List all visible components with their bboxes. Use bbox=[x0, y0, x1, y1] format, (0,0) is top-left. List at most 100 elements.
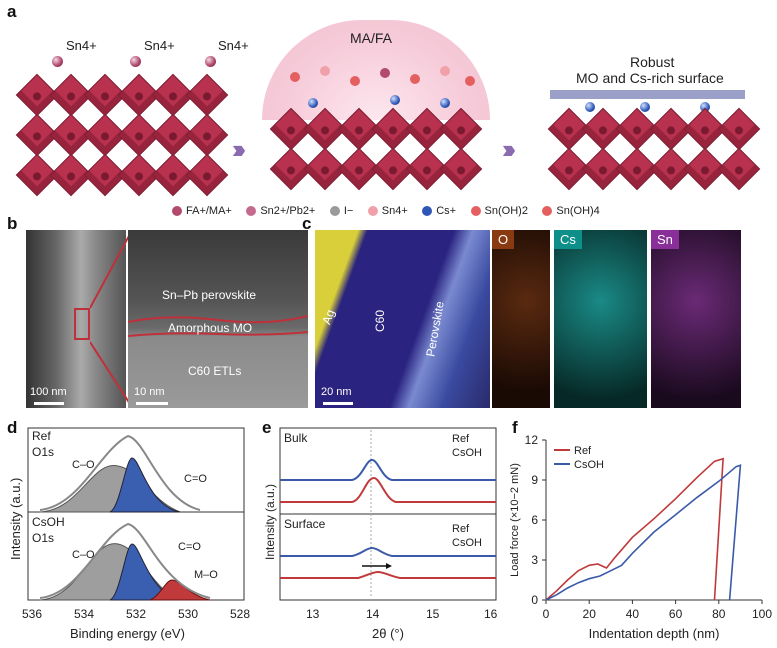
d-top-label1: Ref bbox=[32, 429, 51, 443]
chart-e: Bulk Surface Ref CsOH Ref CsOH 13 14 15 … bbox=[263, 427, 498, 641]
peak-label-ceo-bot: C=O bbox=[178, 541, 201, 553]
peak-ceo-top bbox=[109, 457, 181, 513]
peak-label-ceo-top: C=O bbox=[184, 473, 207, 485]
legend-item: Cs+ bbox=[422, 205, 456, 217]
eds-map-cs: Cs bbox=[554, 230, 647, 408]
chevron-arrow-icon: ››› bbox=[232, 134, 246, 164]
dome-label: MA/FA bbox=[350, 30, 393, 46]
legend-label: Ref bbox=[574, 445, 592, 457]
series-line-ref bbox=[545, 457, 724, 601]
ylabel-f: Load force (×10−2 mN) bbox=[509, 463, 521, 577]
scale-text-left: 100 nm bbox=[30, 386, 67, 398]
legend-e-csoh-top: CsOH bbox=[452, 447, 482, 459]
xtick-label: 60 bbox=[669, 607, 683, 621]
chevron-arrow-icon: ››› bbox=[502, 134, 516, 164]
zoom-lines bbox=[90, 233, 131, 405]
robust-label-line1: Robust bbox=[630, 54, 675, 70]
legend-a: FA+/MA+ Sn2+/Pb2+ I− Sn4+ Cs+ Sn(OH)2 Sn… bbox=[172, 203, 610, 221]
legend-e-ref-top: Ref bbox=[452, 433, 470, 445]
peak-mo-bottom bbox=[149, 579, 211, 601]
map-sn-label: Sn bbox=[651, 230, 679, 249]
d-bot-label2: O1s bbox=[32, 531, 54, 545]
layer-mo-label: Amorphous MO bbox=[168, 321, 253, 335]
surface-layer bbox=[550, 90, 745, 99]
eds-map-o: O bbox=[492, 230, 550, 408]
xtick-label: 0 bbox=[543, 607, 550, 621]
legend-e-ref-bot: Ref bbox=[452, 523, 470, 535]
curve-bulk-csoh bbox=[280, 458, 496, 481]
peak-label-co-top: C–O bbox=[72, 459, 95, 471]
bulk-label: Bulk bbox=[284, 431, 308, 445]
shift-arrow-head-icon bbox=[386, 563, 392, 569]
legend-e-csoh-bot: CsOH bbox=[452, 537, 482, 549]
xtick: 536 bbox=[22, 607, 42, 621]
xtick: 16 bbox=[484, 607, 498, 621]
xtick: 15 bbox=[426, 607, 440, 621]
molecule-cloud bbox=[280, 62, 480, 92]
robust-label-line2: MO and Cs-rich surface bbox=[576, 70, 724, 86]
ytick-label: 12 bbox=[525, 433, 539, 447]
scale-text-c: 20 nm bbox=[321, 386, 352, 398]
chart-f: 0 20 40 60 80 100 0 3 6 9 12 Indentation depth (nm)… bbox=[509, 433, 772, 641]
xtick-label: 100 bbox=[752, 607, 772, 621]
legend-label: CsOH bbox=[574, 459, 604, 471]
perovskite-label: Perovskite bbox=[423, 300, 447, 358]
curve-surface-ref bbox=[280, 570, 496, 579]
map-cs-label: Cs bbox=[554, 230, 582, 249]
legend-item: I− bbox=[329, 205, 353, 217]
ytick-label: 9 bbox=[531, 473, 538, 487]
peak-label-co-bot: C–O bbox=[72, 549, 95, 561]
xtick: 532 bbox=[126, 607, 146, 621]
curve-bulk-ref bbox=[280, 476, 496, 503]
panel-label-f: f bbox=[512, 418, 518, 437]
d-bot-label1: CsOH bbox=[32, 515, 65, 529]
xtick: 530 bbox=[178, 607, 198, 621]
xtick: 14 bbox=[366, 607, 380, 621]
layer-perovskite-label: Sn–Pb perovskite bbox=[162, 288, 257, 302]
d-top-label2: O1s bbox=[32, 445, 54, 459]
layer-c60-label: C60 ETLs bbox=[188, 364, 242, 378]
sn4-label-3: Sn4+ bbox=[218, 38, 249, 53]
lattice-middle bbox=[269, 106, 494, 196]
lattice-right bbox=[547, 106, 761, 196]
xtick: 13 bbox=[306, 607, 320, 621]
tem-image-left: 100 nm bbox=[26, 230, 126, 408]
xtick: 528 bbox=[230, 607, 250, 621]
peak-label-mo-bot: M–O bbox=[194, 569, 218, 581]
panel-label-a: a bbox=[7, 2, 17, 21]
tem-image-right: Sn–Pb perovskite Amorphous MO C60 ETLs 1… bbox=[128, 230, 308, 408]
legend-item: Sn2+/Pb2+ bbox=[246, 205, 315, 217]
ytick-label: 6 bbox=[531, 513, 538, 527]
scale-text-right: 10 nm bbox=[134, 386, 165, 398]
xlabel-d: Binding energy (eV) bbox=[70, 626, 185, 641]
lattice-left bbox=[15, 72, 240, 197]
ytick-label: 0 bbox=[531, 593, 538, 607]
xtick-label: 20 bbox=[583, 607, 597, 621]
surface-label: Surface bbox=[284, 517, 326, 531]
panel-label-c: c bbox=[302, 214, 312, 233]
panel-label-e: e bbox=[262, 418, 272, 437]
xlabel-e: 2θ (°) bbox=[372, 626, 404, 641]
xlabel-f: Indentation depth (nm) bbox=[589, 626, 720, 641]
panel-label-b: b bbox=[7, 214, 18, 233]
panel-label-d: d bbox=[7, 418, 18, 437]
legend-item: Sn(OH)2 bbox=[470, 205, 528, 217]
ag-label: Ag bbox=[319, 307, 338, 327]
eds-map-sn: Sn bbox=[651, 230, 741, 408]
legend-item: Sn4+ bbox=[367, 205, 408, 217]
ylabel-e: Intensity (a.u.) bbox=[263, 484, 277, 560]
envelope-top bbox=[39, 434, 201, 511]
curve-surface-csoh bbox=[280, 546, 496, 557]
eds-composite: Ag C60 Perovskite 20 nm bbox=[315, 230, 490, 408]
sn4-label-1: Sn4+ bbox=[66, 38, 97, 53]
sn4-label-2: Sn4+ bbox=[144, 38, 175, 53]
xtick-label: 80 bbox=[712, 607, 726, 621]
map-o-label: O bbox=[492, 230, 515, 249]
series-line-csoh bbox=[545, 464, 742, 601]
legend-item: FA+/MA+ bbox=[172, 205, 232, 217]
ytick-label: 3 bbox=[531, 553, 538, 567]
chart-d: 536 534 532 530 528 Binding energy (eV) … bbox=[8, 427, 250, 641]
envelope-bottom bbox=[39, 522, 211, 599]
xtick: 534 bbox=[74, 607, 94, 621]
legend-item: Sn(OH)4 bbox=[542, 205, 600, 217]
